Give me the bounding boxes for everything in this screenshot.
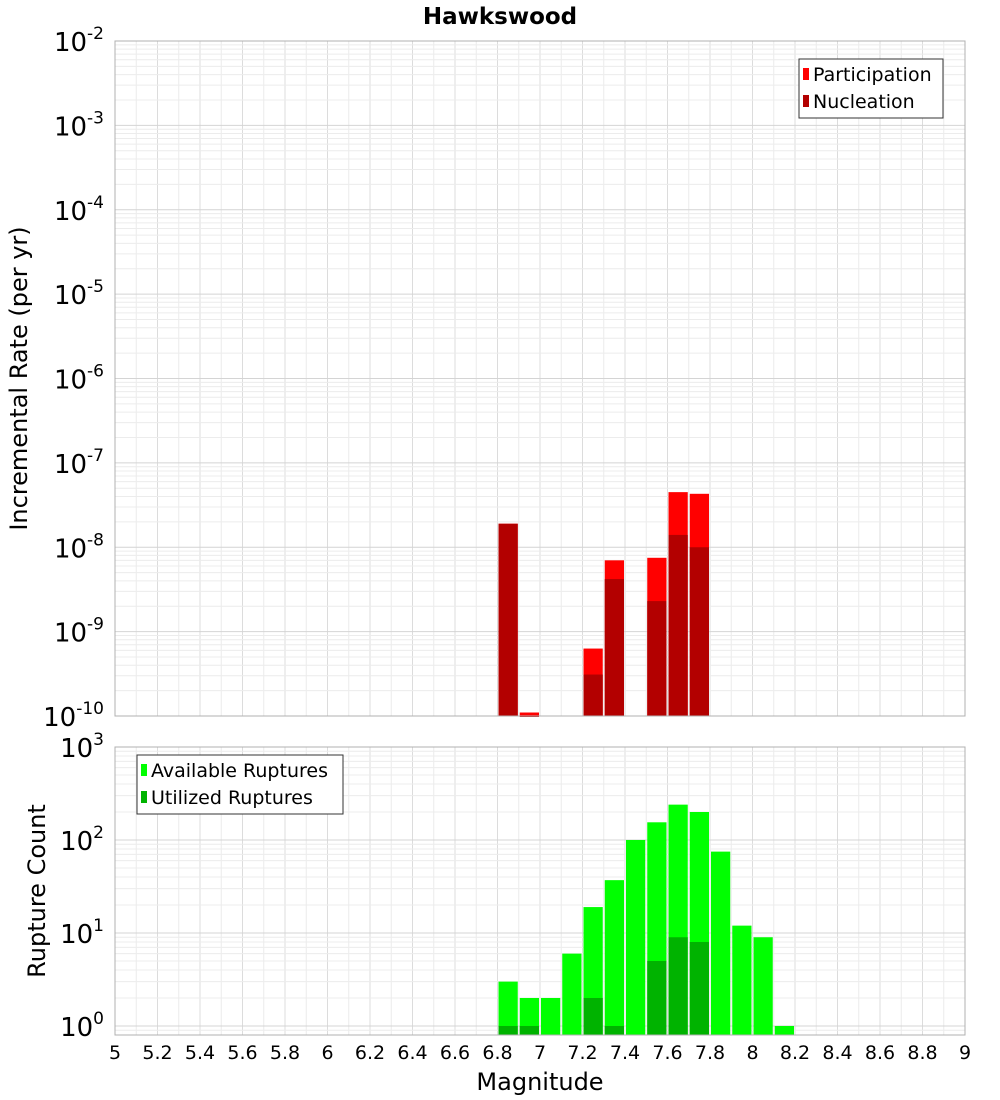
legend-label: Utilized Ruptures — [151, 787, 313, 809]
x-tick-label: 8.6 — [865, 1042, 895, 1064]
plot-frame — [114, 40, 966, 717]
legend: Available Ruptures Utilized Ruptures — [136, 754, 344, 815]
bar-available-ruptures — [604, 880, 624, 1035]
bar-overlay-nucleation — [668, 534, 688, 716]
y-tick-label: 10-5 — [54, 277, 104, 311]
bar-overlay-utilized-ruptures — [668, 937, 688, 1035]
x-tick-label: 9 — [959, 1042, 971, 1064]
bar-available-ruptures — [562, 953, 582, 1035]
bar-overlay-utilized-ruptures — [519, 1025, 539, 1035]
legend-box — [136, 754, 344, 815]
legend-swatch — [803, 95, 809, 107]
bar-overlay-utilized-ruptures — [689, 942, 709, 1035]
legend: Participation Nucleation — [798, 58, 944, 119]
y-tick-label: 10-4 — [54, 193, 104, 227]
x-axis-label: Magnitude — [476, 1068, 603, 1096]
y-axis-label: Incremental Rate (per yr) — [5, 226, 33, 530]
rupture-count-panel: 100 101 102 103 Rupture Count Available Ruptu… — [23, 730, 971, 1096]
chart-title: Hawkswood — [423, 4, 577, 30]
x-tick-label: 8 — [746, 1042, 758, 1064]
y-tick-label: 10-6 — [54, 362, 104, 396]
bar-available-ruptures — [498, 981, 518, 1035]
x-tick-label: 6.2 — [355, 1042, 385, 1064]
bar-participation — [519, 712, 539, 716]
bar-overlay-utilized-ruptures — [498, 1025, 518, 1035]
bar-overlay-nucleation — [689, 547, 709, 716]
legend-swatch — [803, 68, 809, 80]
plot-frame — [114, 746, 966, 1036]
rate-panel: 10-10 10-9 10-8 10-7 10-6 10-5 10-4 10-3 10-2 Inc… — [5, 4, 966, 733]
bar-available-ruptures — [732, 925, 752, 1035]
y-tick-label: 10-7 — [54, 446, 104, 480]
bar-available-ruptures — [541, 997, 561, 1035]
y-tick-label: 10-10 — [43, 699, 104, 733]
x-tick-label: 7.6 — [652, 1042, 682, 1064]
x-tick-label: 8.8 — [907, 1042, 937, 1064]
x-tick-label: 6.6 — [440, 1042, 470, 1064]
legend-swatch — [141, 764, 147, 776]
x-tick-label: 6.4 — [397, 1042, 427, 1064]
bar-available-ruptures — [711, 851, 731, 1035]
bar-available-ruptures — [774, 1025, 794, 1035]
bar-overlay-nucleation — [498, 523, 518, 716]
legend-label: Participation — [813, 64, 932, 86]
y-tick-label: 102 — [60, 823, 104, 857]
bar-overlay-nucleation — [604, 579, 624, 716]
bar-overlay-nucleation — [583, 674, 603, 716]
y-tick-label: 10-2 — [54, 24, 104, 58]
y-tick-label: 100 — [60, 1009, 104, 1043]
legend-label: Available Ruptures — [151, 760, 328, 782]
bar-available-ruptures — [626, 839, 646, 1035]
x-tick-label: 6.8 — [482, 1042, 512, 1064]
legend-swatch — [141, 791, 147, 803]
y-tick-label: 101 — [60, 916, 104, 950]
x-tick-label: 6 — [321, 1042, 333, 1064]
bar-overlay-utilized-ruptures — [647, 960, 667, 1035]
x-tick-label: 8.2 — [780, 1042, 810, 1064]
bar-overlay-utilized-ruptures — [604, 1025, 624, 1035]
bar-available-ruptures — [519, 997, 539, 1035]
legend-box — [798, 58, 944, 119]
y-axis-label: Rupture Count — [23, 804, 51, 978]
x-tick-label: 5.8 — [270, 1042, 300, 1064]
x-tick-label: 5.6 — [227, 1042, 257, 1064]
x-tick-label: 7.4 — [610, 1042, 640, 1064]
x-tick-label: 5.2 — [142, 1042, 172, 1064]
x-tick-label: 7.2 — [567, 1042, 597, 1064]
bar-overlay-utilized-ruptures — [583, 997, 603, 1035]
x-tick-label: 7 — [534, 1042, 546, 1064]
bar-available-ruptures — [753, 937, 773, 1035]
x-tick-label: 7.8 — [695, 1042, 725, 1064]
x-tick-label: 8.4 — [822, 1042, 852, 1064]
y-tick-label: 103 — [60, 730, 104, 764]
y-tick-label: 10-3 — [54, 108, 104, 142]
legend-label: Nucleation — [813, 91, 915, 113]
y-tick-label: 10-8 — [54, 530, 104, 564]
x-tick-label: 5.4 — [185, 1042, 215, 1064]
bar-overlay-nucleation — [647, 601, 667, 716]
y-tick-label: 10-9 — [54, 615, 104, 649]
x-tick-label: 5 — [109, 1042, 121, 1064]
